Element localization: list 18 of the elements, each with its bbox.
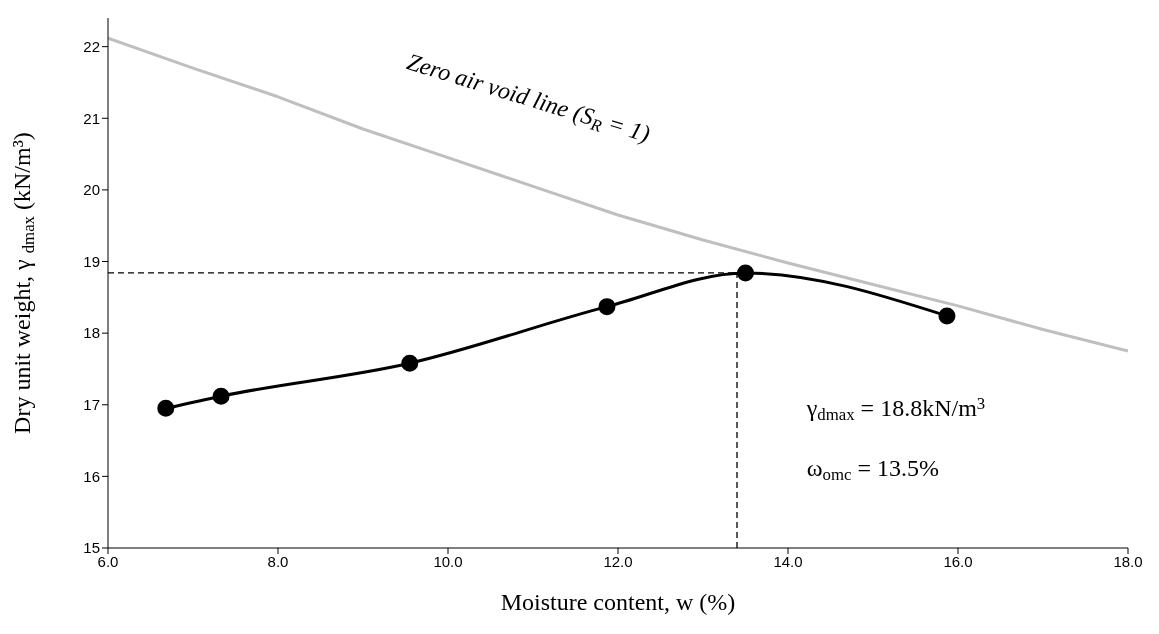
x-axis-title: Moisture content, w (%) <box>500 589 736 615</box>
x-tick-label: 12.0 <box>603 552 633 570</box>
y-tick-label: 20 <box>83 181 100 199</box>
x-tick-label: 14.0 <box>773 552 803 570</box>
x-tick-label: 8.0 <box>267 552 289 570</box>
y-tick-label: 15 <box>83 539 100 557</box>
x-tick-label: 6.0 <box>97 552 119 570</box>
annotation: ω$_{omc}$ = 13.5% <box>806 454 939 484</box>
y-tick-label: 17 <box>83 396 100 414</box>
y-tick-label: 18 <box>83 324 100 342</box>
y-tick-label: 22 <box>83 37 100 55</box>
x-tick-label: 10.0 <box>433 552 463 570</box>
annotation: γ$_{dmax}$ = 18.8kN/m$^{3}$ <box>805 393 986 424</box>
x-tick-label: 18.0 <box>1113 552 1143 570</box>
y-tick-label: 21 <box>83 109 100 127</box>
y-tick-label: 16 <box>83 467 100 485</box>
x-tick-label: 16.0 <box>943 552 973 570</box>
y-tick-label: 19 <box>83 252 100 270</box>
